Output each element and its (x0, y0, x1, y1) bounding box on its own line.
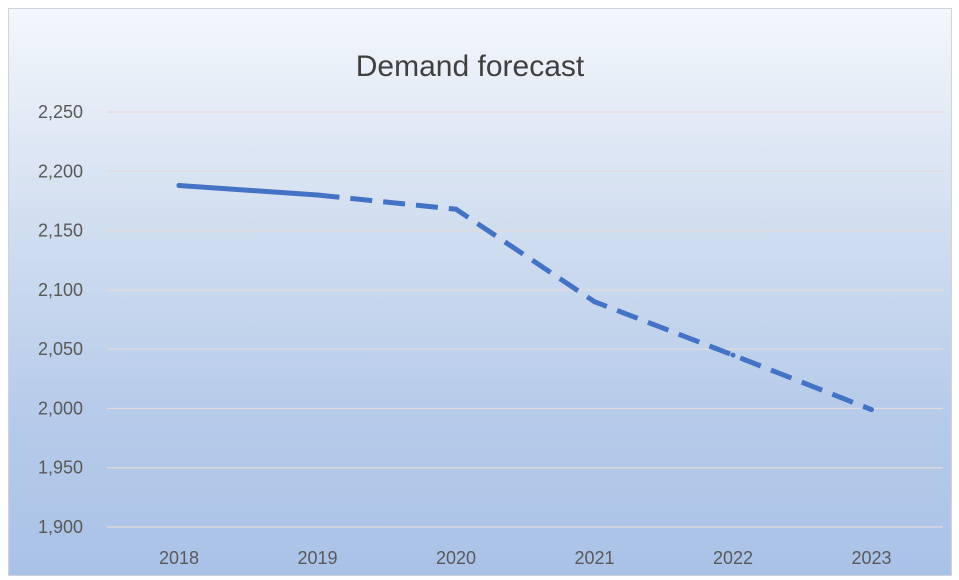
chart-frame: 1,900 1,950 2,000 2,050 2,100 2,150 2,200 2,250… (8, 8, 952, 576)
x-tick-label: 2018 (159, 548, 199, 568)
y-axis-ticks: 1,900 1,950 2,000 2,050 2,100 2,150 2,200 2,250 (38, 102, 83, 537)
x-tick-label: 2022 (713, 548, 753, 568)
y-tick-label: 1,950 (38, 458, 83, 478)
y-tick-label: 2,050 (38, 339, 83, 359)
data-point (592, 299, 597, 304)
data-point (731, 353, 736, 358)
line-chart: 1,900 1,950 2,000 2,050 2,100 2,150 2,200 2,250… (9, 9, 951, 575)
data-point (315, 193, 320, 198)
x-tick-label: 2023 (851, 548, 891, 568)
chart-title: Demand forecast (356, 50, 585, 83)
series-line-actual (179, 186, 318, 195)
x-tick-label: 2019 (297, 548, 337, 568)
series-layer (177, 183, 875, 412)
x-axis-ticks: 2018 2019 2020 2021 2022 2023 (159, 548, 892, 568)
y-tick-label: 2,000 (38, 398, 83, 418)
y-tick-label: 2,150 (38, 221, 83, 241)
y-tick-label: 2,250 (38, 102, 83, 122)
data-point (177, 183, 182, 188)
gridlines (107, 112, 943, 527)
y-tick-label: 2,200 (38, 161, 83, 181)
y-tick-label: 2,100 (38, 280, 83, 300)
data-point (869, 407, 874, 412)
y-tick-label: 1,900 (38, 517, 83, 537)
x-tick-label: 2020 (436, 548, 476, 568)
x-tick-label: 2021 (574, 548, 614, 568)
data-point (454, 207, 459, 212)
